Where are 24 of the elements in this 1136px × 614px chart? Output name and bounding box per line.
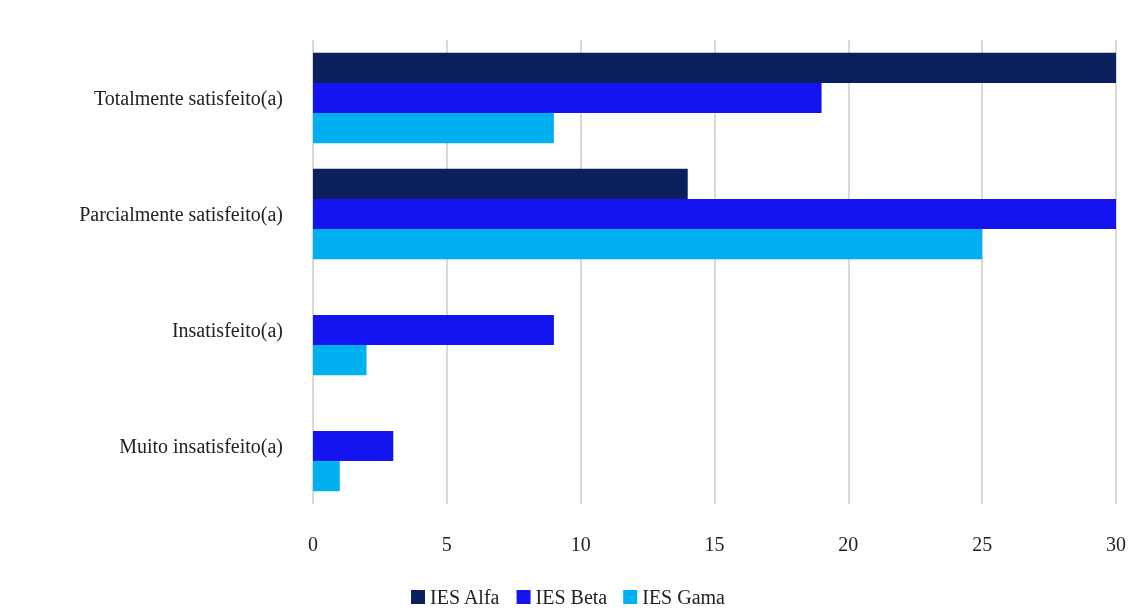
legend-label: IES Alfa [430,586,500,608]
y-tick-label: Totalmente satisfeito(a) [93,87,283,110]
y-tick-label: Muito insatisfeito(a) [119,435,283,458]
bar [313,461,340,492]
legend-label: IES Gama [642,586,726,608]
y-tick-label: Parcialmente satisfeito(a) [79,203,283,226]
x-tick-label: 30 [1106,533,1126,555]
y-tick-label: Insatisfeito(a) [171,319,283,342]
bar [313,430,394,462]
bar [313,198,1116,230]
x-tick-label: 0 [308,533,318,555]
x-tick-label: 15 [704,533,725,555]
bar [313,229,983,260]
x-tick-label: 10 [570,533,591,555]
x-tick-label: 20 [838,533,859,555]
x-tick-label: 5 [441,533,452,555]
bar [313,82,822,114]
legend-label: IES Beta [535,586,608,608]
bar [313,168,688,199]
bar [313,52,1116,83]
bar [313,345,367,376]
bar [313,314,554,346]
bar [313,113,554,144]
x-tick-label: 25 [972,533,993,555]
